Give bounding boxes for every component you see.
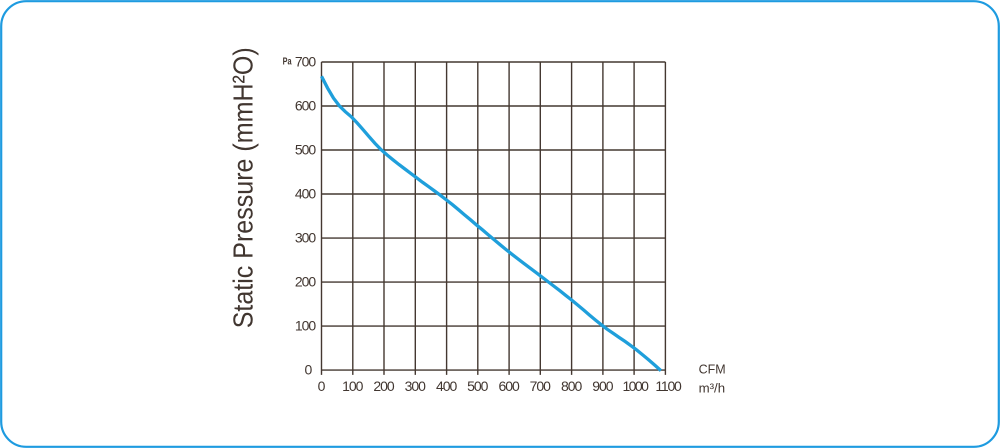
svg-text:1000: 1000 [622,378,649,394]
svg-text:Pa: Pa [283,56,292,67]
svg-text:700: 700 [295,54,317,70]
svg-text:800: 800 [561,378,583,394]
svg-text:200: 200 [295,274,317,290]
svg-text:500: 500 [467,378,489,394]
svg-text:CFM: CFM [699,362,726,377]
svg-text:Static Pressure (mmH²O): Static Pressure (mmH²O) [227,47,258,328]
svg-text:900: 900 [592,378,614,394]
svg-text:500: 500 [295,142,317,158]
svg-text:200: 200 [373,378,395,394]
svg-text:100: 100 [342,378,364,394]
svg-text:300: 300 [405,378,427,394]
svg-text:0: 0 [305,362,313,378]
svg-text:0: 0 [318,378,326,394]
svg-text:300: 300 [295,230,317,246]
svg-text:700: 700 [530,378,552,394]
svg-text:400: 400 [295,186,317,202]
svg-text:600: 600 [295,98,317,114]
svg-text:100: 100 [295,318,317,334]
svg-text:1100: 1100 [655,378,682,394]
svg-text:600: 600 [498,378,520,394]
svg-text:400: 400 [436,378,458,394]
svg-text:m³/h: m³/h [699,381,726,396]
